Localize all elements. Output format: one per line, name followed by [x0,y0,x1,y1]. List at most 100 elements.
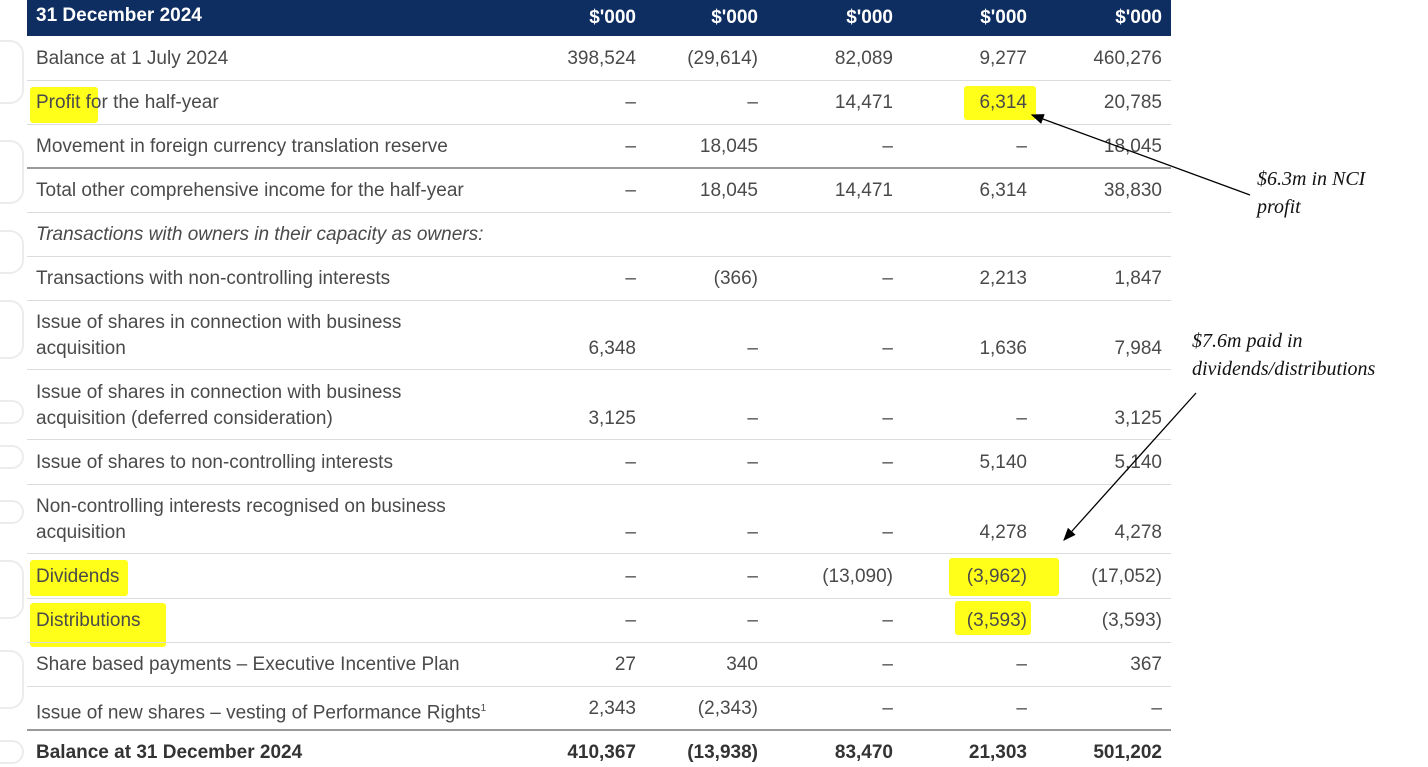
cell-value: – [625,268,636,289]
cell-value: – [747,522,758,543]
cell-value: – [747,338,758,359]
section-heading-row: Transactions with owners in their capaci… [27,213,1171,257]
cell-value: (17,052) [1091,566,1162,587]
table-row: Issue of shares in connection with busin… [27,301,1171,370]
total-row: Balance at 31 December 2024 410,367 (13,… [27,731,1171,767]
row-label-line2: acquisition [36,522,126,543]
cell-value: 1,636 [979,338,1027,359]
cell-value: 4,278 [1114,522,1162,543]
row-label: Transactions with non-controlling intere… [36,268,391,289]
table-row: Movement in foreign currency translation… [27,125,1171,169]
annotation-line: $6.3m in NCI [1257,168,1366,190]
cell-value: 21,303 [968,742,1027,763]
table-header: 31 December 2024 $'000 $'000 $'000 $'000… [27,0,1171,36]
cell-value: 6,314 [979,92,1027,113]
cell-value: (2,343) [697,698,758,719]
cell-value: 3,125 [1114,408,1162,429]
cell-value: 82,089 [834,48,893,69]
cell-value: – [882,408,893,429]
header-unit: $'000 [589,7,636,28]
cell-value: 5,140 [979,452,1027,473]
cell-value: (29,614) [687,48,758,69]
cell-value: 410,367 [567,742,636,763]
cell-value: 9,277 [979,48,1027,69]
table-row: Issue of shares in connection with busin… [27,371,1171,440]
cell-value: (3,593) [966,610,1027,631]
cell-value: (3,593) [1101,610,1162,631]
cell-value: – [747,452,758,473]
cell-value: – [625,522,636,543]
row-label: Movement in foreign currency translation… [36,136,448,157]
cell-value: – [882,136,893,157]
row-label: Distributions [36,610,141,631]
row-label: Issue of new shares – vesting of Perform… [36,702,487,724]
annotation-line: profit [1257,196,1301,218]
highlight-nci-distributions [955,601,1031,635]
cell-value: – [625,610,636,631]
arrow-to-nci-profit [1030,114,1251,196]
footnote-marker: 1 [480,703,487,714]
table-row: Distributions – – – (3,593) (3,593) [27,599,1171,643]
cell-value: 14,471 [834,92,893,113]
table-row: Total other comprehensive income for the… [27,169,1171,213]
cell-value: – [625,136,636,157]
cell-value: – [625,566,636,587]
cell-value: 3,125 [588,408,636,429]
cell-value: 18,045 [699,180,758,201]
table-row: Issue of shares to non-controlling inter… [27,441,1171,485]
cell-value: – [625,180,636,201]
cell-value: – [882,654,893,675]
cell-value: (13,938) [687,742,758,763]
table-row: Share based payments – Executive Incenti… [27,643,1171,687]
annotation-line: $7.6m paid in [1192,330,1303,352]
cell-value: (3,962) [966,566,1027,587]
cell-value: 4,278 [979,522,1027,543]
header-unit: $'000 [846,7,893,28]
highlight-profit-label [30,87,98,123]
cell-value: 6,314 [979,180,1027,201]
cell-value: 501,202 [1093,742,1162,763]
header-unit: $'000 [1115,7,1162,28]
cell-value: 18,045 [699,136,758,157]
cell-value: (366) [713,268,758,289]
row-label: Total other comprehensive income for the… [36,180,464,201]
cell-value: – [1016,408,1027,429]
highlight-nci-dividends [949,558,1059,596]
cell-value: – [625,92,636,113]
dividends-annotation: $7.6m paid in dividends/distributions [1192,327,1375,383]
row-label-line1: Issue of shares in connection with busin… [36,312,402,333]
row-label-line2: acquisition (deferred consideration) [36,408,333,429]
cell-value: 14,471 [834,180,893,201]
cell-value: – [1016,654,1027,675]
cell-value: 340 [726,654,758,675]
cell-value: 398,524 [567,48,636,69]
cell-value: 20,785 [1103,92,1162,113]
cell-value: – [747,408,758,429]
row-label: Profit for the half-year [36,92,219,113]
row-label-line1: Non-controlling interests recognised on … [36,496,446,517]
cell-value: 5,140 [1114,452,1162,473]
row-label: Issue of shares to non-controlling inter… [36,452,393,473]
cell-value: 460,276 [1093,48,1162,69]
row-label: Share based payments – Executive Incenti… [36,654,460,675]
cell-value: – [747,566,758,587]
cell-value: 2,343 [588,698,636,719]
cell-value: (13,090) [822,566,893,587]
annotation-line: dividends/distributions [1192,358,1376,380]
watermark [0,0,30,767]
highlight-nci-profit [964,86,1036,120]
header-unit: $'000 [711,7,758,28]
table-row: Balance at 1 July 2024 398,524 (29,614) … [27,37,1171,81]
cell-value: 7,984 [1114,338,1162,359]
cell-value: – [882,452,893,473]
row-label-line1: Issue of shares in connection with busin… [36,382,402,403]
cell-value: – [882,338,893,359]
cell-value: – [1016,698,1027,719]
cell-value: – [747,610,758,631]
row-label-line2: acquisition [36,338,126,359]
row-label: Transactions with owners in their capaci… [36,224,484,245]
cell-value: 367 [1130,654,1162,675]
cell-value: 27 [614,654,636,675]
table-row: Profit for the half-year – – 14,471 6,31… [27,81,1171,125]
